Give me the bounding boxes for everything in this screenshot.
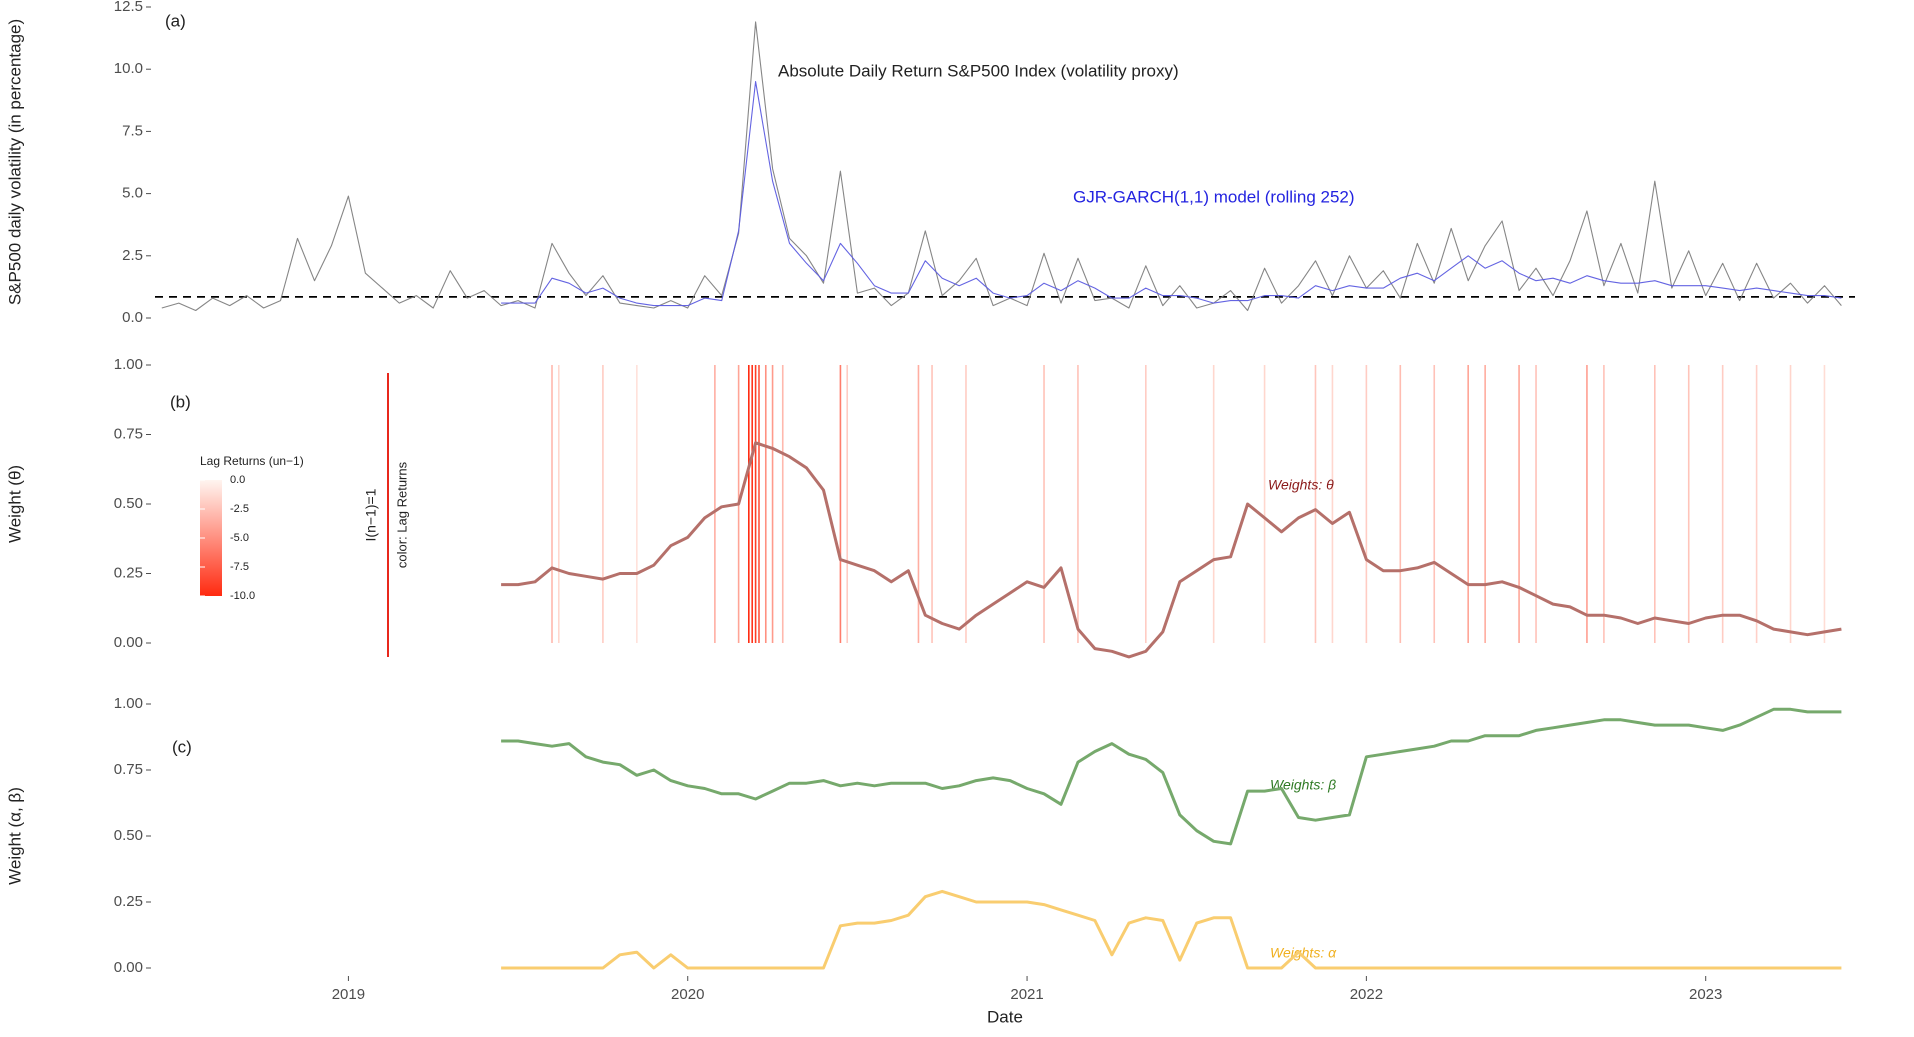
y-tick-label: 0.25 xyxy=(114,564,143,581)
annotation: GJR-GARCH(1,1) model (rolling 252) xyxy=(1073,187,1355,206)
y-tick-label: 1.00 xyxy=(114,695,143,712)
x-tick-label: 2021 xyxy=(1010,986,1043,1003)
series-line xyxy=(501,889,1842,970)
y-axis-title: S&P500 daily volatility (in percentage) xyxy=(5,19,24,305)
panel-label: (b) xyxy=(170,392,191,411)
series-line xyxy=(501,441,1842,659)
y-tick-label: 10.0 xyxy=(114,60,143,77)
y-tick-label: 7.5 xyxy=(122,122,143,139)
colorbar-tick-label: -10.0 xyxy=(230,590,255,602)
x-axis-title: Date xyxy=(987,1007,1023,1026)
legend-label: Weights: β xyxy=(1270,777,1336,793)
background-layer xyxy=(551,365,1826,643)
panel-label: (c) xyxy=(172,737,192,756)
legend-note: color: Lag Returns xyxy=(394,461,409,568)
series-line xyxy=(501,81,1842,307)
y-tick-label: 12.5 xyxy=(114,0,143,15)
y-tick-label: 0.00 xyxy=(114,634,143,651)
y-tick-label: 0.50 xyxy=(114,495,143,512)
y-tick-label: 0.50 xyxy=(114,827,143,844)
y-tick-label: 0.00 xyxy=(114,959,143,976)
colorbar-tick-label: 0.0 xyxy=(230,474,245,486)
x-tick-label: 2023 xyxy=(1689,986,1722,1003)
y-tick-label: 0.75 xyxy=(114,761,143,778)
colorbar-tick-label: -5.0 xyxy=(230,532,249,544)
x-tick-label: 2022 xyxy=(1350,986,1383,1003)
y-tick-label: 2.5 xyxy=(122,247,143,264)
y-tick-label: 0.25 xyxy=(114,893,143,910)
y-tick-label: 1.00 xyxy=(114,356,143,373)
legend-label: Weights: α xyxy=(1270,945,1337,961)
colorbar xyxy=(200,480,222,596)
legend-label: I(n−1)=1 xyxy=(363,488,379,541)
colorbar-tick-label: -2.5 xyxy=(230,503,249,515)
y-axis-title: Weight (α, β) xyxy=(5,787,24,885)
series-line xyxy=(501,707,1842,846)
annotation: Weights: θ xyxy=(1268,477,1334,493)
panel-label: (a) xyxy=(165,11,186,30)
y-axis-title: Weight (θ) xyxy=(5,465,24,543)
y-tick-label: 0.0 xyxy=(122,309,143,326)
y-tick-label: 0.75 xyxy=(114,425,143,442)
x-tick-label: 2019 xyxy=(332,986,365,1003)
x-tick-label: 2020 xyxy=(671,986,704,1003)
colorbar-tick-label: -7.5 xyxy=(230,561,249,573)
series-line xyxy=(161,21,1842,312)
annotation: Absolute Daily Return S&P500 Index (vola… xyxy=(778,61,1179,80)
legend-title: Lag Returns (un−1) xyxy=(200,454,304,468)
y-tick-label: 5.0 xyxy=(122,185,143,202)
